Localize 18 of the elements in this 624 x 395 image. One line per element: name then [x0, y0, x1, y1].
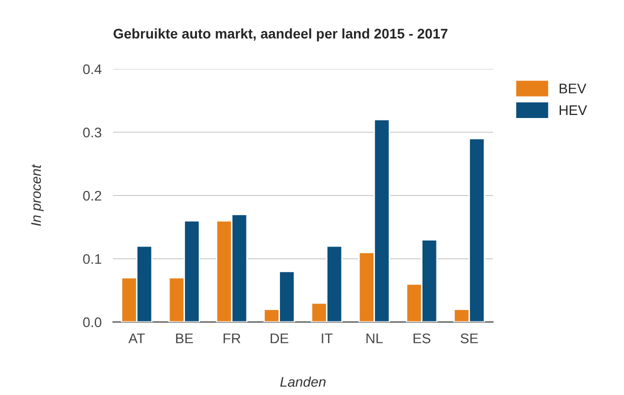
- legend-label: BEV: [560, 84, 586, 94]
- y-tick-label: 0.1: [83, 254, 102, 264]
- y-tick-label: 0.0: [83, 317, 102, 328]
- x-tick-label: FR: [224, 334, 240, 344]
- x-tick-label: ES: [414, 333, 430, 344]
- y-axis-title: In procent: [31, 164, 44, 226]
- chart-title: Gebruikte auto markt, aandeel per land 2015 - 2017: [114, 28, 448, 42]
- x-tick-label: BE: [176, 334, 193, 344]
- legend-label: HEV: [560, 105, 588, 115]
- x-axis-title: Landen: [280, 376, 326, 387]
- y-tick-label: 0.2: [83, 190, 102, 201]
- x-tick-label: IT: [322, 334, 333, 344]
- x-tick-label: SE: [460, 333, 478, 344]
- y-tick-label: 0.3: [83, 128, 102, 138]
- y-tick-label: 0.4: [83, 64, 102, 74]
- x-tick-label: AT: [128, 334, 145, 344]
- x-tick-label: NL: [366, 334, 383, 344]
- x-tick-label: DE: [270, 334, 288, 344]
